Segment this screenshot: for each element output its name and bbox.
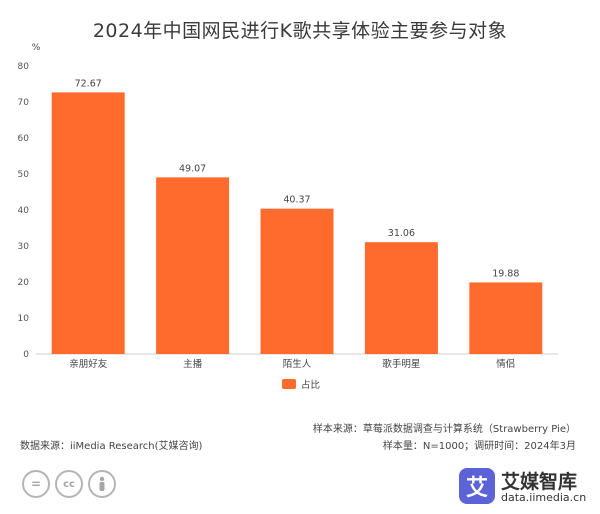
y-tick-label: 0 — [23, 350, 29, 360]
x-tick-label: 歌手明星 — [382, 358, 420, 370]
bar-chart: % 0 10 20 30 40 50 60 70 80 72.67 亲朋好友 49.07 主播 40.37 陌… — [18, 43, 558, 391]
data-label: 40.37 — [283, 195, 310, 206]
bar — [364, 242, 438, 354]
y-tick-label: 30 — [18, 242, 30, 252]
person-icon — [88, 470, 116, 498]
legend-label: 占比 — [301, 379, 320, 391]
sample-source: 样本来源：草莓派数据调查与计算系统（Strawberry Pie） — [312, 424, 576, 435]
y-unit-label: % — [32, 43, 41, 53]
bar — [469, 282, 543, 354]
x-tick-label: 情侣 — [496, 358, 515, 370]
equal-sign-icon: = — [22, 470, 50, 498]
bar — [156, 177, 230, 354]
creative-commons-icon: cc — [55, 470, 83, 498]
y-tick-label: 60 — [18, 134, 30, 144]
y-tick-label: 50 — [18, 170, 30, 180]
x-tick-label: 陌生人 — [283, 358, 312, 370]
data-label: 31.06 — [388, 228, 415, 239]
y-tick-label: 80 — [18, 62, 30, 72]
x-tick-label: 主播 — [183, 358, 203, 370]
data-source: 数据来源：iiMedia Research(艾媒咨询) — [20, 441, 203, 452]
bar — [260, 208, 334, 354]
x-tick-label: 亲朋好友 — [69, 358, 108, 370]
y-tick-label: 10 — [18, 314, 30, 324]
y-tick-label: 20 — [18, 278, 30, 288]
brand-url: data.iimedia.cn — [501, 491, 587, 504]
data-label: 72.67 — [75, 78, 102, 89]
brand-name: 艾媒智库 — [501, 471, 578, 493]
iimedia-logo-icon: 艾 — [459, 468, 495, 504]
chart-title: 2024年中国网民进行K歌共享体验主要参与对象 — [92, 20, 508, 42]
legend-swatch — [282, 379, 296, 389]
y-tick-label: 70 — [18, 98, 30, 108]
y-tick-label: 40 — [18, 206, 30, 216]
data-label: 49.07 — [179, 163, 206, 174]
sample-info: 样本量：N=1000；调研时间：2024年3月 — [382, 441, 576, 452]
bar — [51, 92, 125, 354]
data-label: 19.88 — [492, 268, 519, 279]
